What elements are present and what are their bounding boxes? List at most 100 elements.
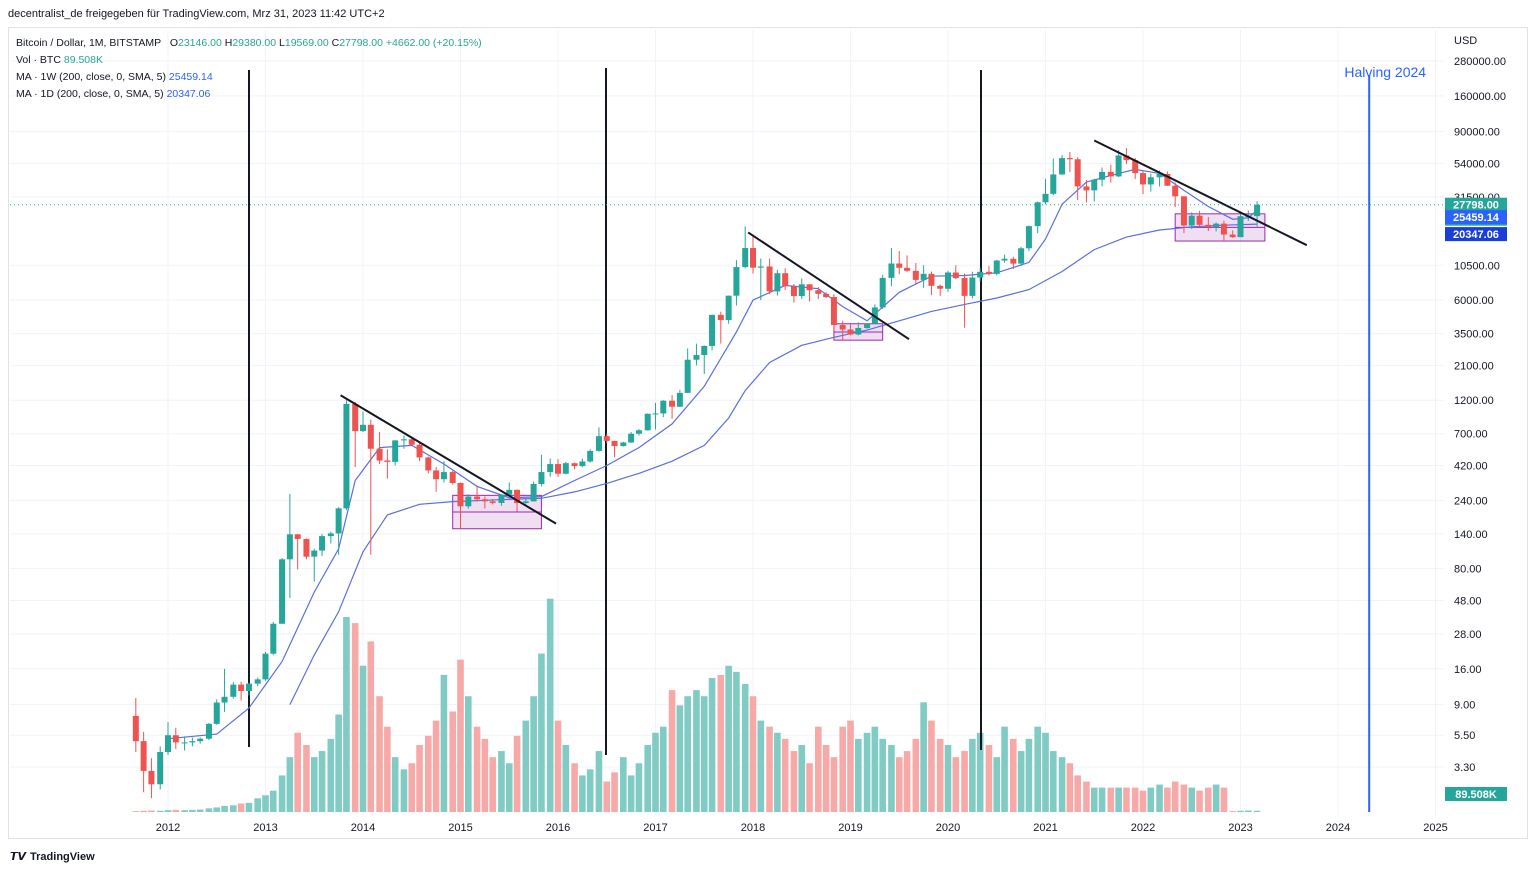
- candle: [303, 538, 310, 560]
- candle-body: [538, 472, 545, 485]
- volume-bar: [181, 810, 188, 812]
- legend-volume[interactable]: Vol · BTC 89.508K: [16, 52, 482, 69]
- candle: [839, 320, 846, 341]
- volume-bar: [359, 665, 367, 812]
- symbol-name[interactable]: Bitcoin / Dollar, 1M, BITSTAMP: [16, 37, 161, 49]
- legend-ma-1d[interactable]: MA · 1D (200, close, 0, SMA, 5) 20347.06: [16, 86, 482, 103]
- volume-bar: [310, 757, 318, 812]
- volume-bar: [903, 751, 911, 812]
- candle-body: [1147, 177, 1154, 185]
- candle: [1196, 210, 1203, 227]
- candle-body: [993, 260, 1000, 274]
- volume-bar: [1147, 787, 1155, 812]
- candle-body: [189, 741, 196, 743]
- candle: [879, 274, 886, 309]
- candle: [262, 651, 269, 681]
- candle-body: [392, 440, 399, 462]
- ma-200d-line: [289, 223, 1258, 705]
- volume-bar: [1066, 763, 1074, 812]
- candle-body: [294, 534, 301, 539]
- volume-bar: [546, 598, 554, 812]
- candle: [416, 443, 423, 462]
- candle-body: [790, 286, 797, 297]
- y-tick-label: 48.00: [1454, 595, 1482, 607]
- candle-body: [928, 273, 935, 286]
- candle-body: [750, 248, 756, 268]
- candle: [408, 437, 415, 446]
- legend-ma-1w[interactable]: MA · 1W (200, close, 0, SMA, 5) 25459.14: [16, 69, 482, 86]
- candle: [449, 470, 456, 485]
- candle-body: [400, 439, 407, 441]
- candle: [1034, 201, 1041, 234]
- volume-bar: [611, 772, 618, 812]
- candle-body: [352, 403, 359, 432]
- volume-bar: [318, 751, 326, 812]
- candle: [644, 413, 651, 431]
- candle: [254, 677, 261, 687]
- candle: [238, 681, 245, 701]
- volume-bar: [1205, 787, 1212, 812]
- volume-bar: [1180, 784, 1188, 812]
- volume-bar: [660, 726, 667, 812]
- candle-body: [815, 290, 822, 294]
- volume-bar: [627, 775, 635, 812]
- volume-bar: [1171, 781, 1179, 812]
- candle: [1091, 178, 1098, 202]
- candle: [937, 284, 944, 296]
- candle: [660, 400, 667, 418]
- candle-body: [757, 266, 764, 268]
- x-tick-label: 2015: [448, 822, 472, 834]
- candle-body: [1010, 258, 1017, 264]
- legend-ohlc[interactable]: Bitcoin / Dollar, 1M, BITSTAMP O23146.00…: [16, 35, 482, 52]
- candle-body: [230, 684, 237, 697]
- candle: [148, 758, 155, 799]
- candle-body: [855, 328, 862, 335]
- downtrend-line: [1093, 139, 1308, 247]
- y-tick-label: 6000.00: [1454, 295, 1494, 307]
- volume-bar: [1220, 787, 1228, 812]
- candle: [498, 494, 505, 506]
- candle-body: [969, 277, 976, 296]
- candle: [1237, 214, 1244, 238]
- candle: [213, 699, 220, 725]
- candle: [669, 395, 676, 419]
- volume-bar: [254, 798, 261, 812]
- candle: [140, 731, 147, 793]
- candle: [506, 482, 513, 497]
- halving-marker: Halving 2024: [1344, 64, 1426, 812]
- candle-body: [205, 723, 212, 739]
- candle-body: [1123, 155, 1130, 161]
- trend-lines: [340, 139, 1308, 525]
- candle-body: [717, 314, 724, 321]
- volume-bar: [262, 795, 269, 812]
- volume-bar: [1083, 781, 1090, 812]
- candle-body: [985, 271, 992, 274]
- candle: [750, 234, 756, 274]
- candle-body: [595, 436, 602, 451]
- candle: [172, 727, 179, 750]
- volume-bar: [554, 720, 562, 812]
- candle-body: [165, 735, 171, 752]
- candle-body: [830, 297, 837, 325]
- footer-brand[interactable]: 𝙏𝙑 TradingView: [10, 850, 95, 864]
- candle-body: [782, 273, 789, 287]
- candle-body: [132, 715, 139, 742]
- candle: [742, 226, 749, 269]
- candle: [1229, 230, 1236, 238]
- candle-body: [343, 403, 350, 509]
- candle-body: [433, 470, 440, 480]
- volume-bars: [132, 598, 1261, 812]
- volume-bar: [822, 744, 830, 812]
- volume-bar: [684, 696, 691, 812]
- candle: [579, 458, 586, 468]
- candle: [481, 496, 488, 509]
- candle: [343, 400, 350, 511]
- last-price-tag-bg: [1445, 197, 1507, 212]
- candle-body: [157, 751, 164, 785]
- x-tick-label: 2019: [838, 822, 862, 834]
- candle: [1066, 152, 1073, 173]
- x-tick-label: 2018: [741, 822, 765, 834]
- candle: [1010, 256, 1017, 270]
